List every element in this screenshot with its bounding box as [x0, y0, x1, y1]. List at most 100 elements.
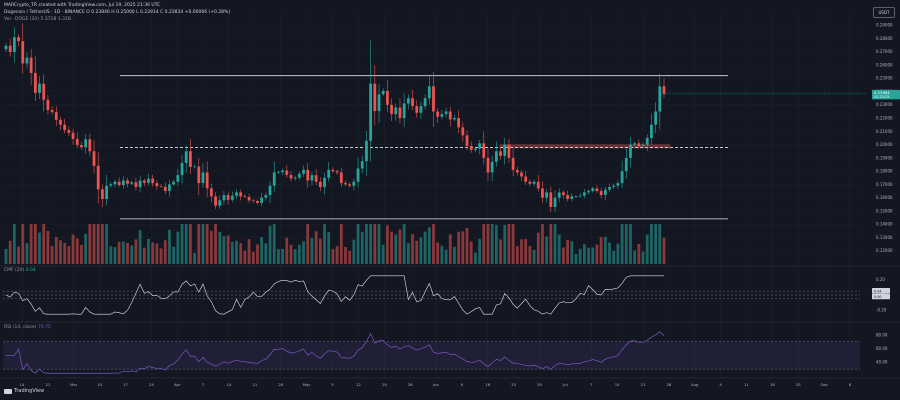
volume-bar [172, 246, 176, 264]
candle [474, 148, 477, 150]
candle [113, 181, 117, 185]
candle [557, 192, 561, 198]
volume-bar [277, 249, 280, 264]
candle [88, 139, 92, 152]
volume-bar [214, 224, 217, 264]
volume-bar [331, 249, 335, 264]
volume-bar [553, 224, 557, 264]
time-tick-label: 18 [770, 382, 775, 387]
candle [260, 197, 264, 203]
candle [281, 170, 284, 173]
time-tick-label: May [303, 382, 312, 387]
volume-bar [599, 237, 603, 264]
volume-bar [96, 224, 100, 264]
volume-bar [574, 254, 578, 264]
candle [595, 188, 599, 192]
volume-bar [134, 239, 138, 264]
volume-bar [658, 224, 662, 264]
candle [38, 83, 41, 93]
cmf-value-tag-label: 0.00 [874, 295, 882, 299]
volume-bar [503, 224, 507, 264]
time-tick-label: 9 [461, 382, 464, 387]
volume-bar [109, 246, 113, 264]
candle [457, 118, 461, 128]
candle [209, 188, 213, 197]
rsi-pane: 80.00 60.00 40.00 [3, 331, 888, 374]
volume-bar [620, 224, 624, 264]
volume-bar [168, 229, 171, 264]
volume-bar [218, 231, 222, 264]
volume-bar [226, 235, 230, 264]
price-tick-label: 0.15000 [876, 208, 893, 213]
candle [264, 195, 268, 198]
candle [155, 183, 159, 187]
volume-bar [281, 248, 284, 264]
candle [553, 197, 557, 207]
candle [201, 172, 205, 184]
candle [8, 45, 12, 53]
volume-bar [80, 245, 83, 264]
volume-bar [293, 249, 297, 264]
candle [390, 104, 393, 115]
price-tick-label: 0.20000 [876, 142, 893, 147]
currency-badge[interactable]: USDT [873, 7, 895, 18]
cmf-value-tag [872, 287, 890, 294]
volume-bar [302, 241, 305, 264]
time-tick-label: 12 [356, 382, 361, 387]
candle [360, 161, 364, 169]
candle [247, 197, 251, 201]
volume-bar [419, 237, 423, 264]
volume-bar [432, 224, 435, 264]
candle [142, 180, 146, 183]
candle [432, 86, 435, 112]
time-tick-label: 8 [849, 382, 852, 387]
volume-bar [453, 246, 456, 264]
volume-bar [478, 238, 481, 264]
candle [574, 196, 578, 197]
candle [46, 99, 50, 111]
cmf-line [5, 275, 664, 315]
volume-bar [662, 237, 666, 264]
candle [277, 172, 280, 173]
candle [63, 124, 67, 131]
candle [306, 169, 310, 181]
volume-bar [8, 240, 12, 264]
candle [536, 181, 540, 189]
time-tick-label: 28 [666, 382, 671, 387]
volume-bar [373, 224, 377, 264]
volume-bar [595, 244, 599, 264]
candle [109, 184, 113, 186]
countdown-label: 02:23:25 [874, 95, 889, 99]
volume-bar [260, 237, 264, 264]
volume-bar [369, 224, 373, 264]
volume-bar [381, 244, 385, 264]
candle [490, 161, 494, 173]
candle [650, 124, 653, 138]
volume-bar [444, 249, 448, 264]
volume-bar [499, 239, 502, 264]
volume-bar [457, 231, 461, 264]
candle [620, 171, 624, 184]
volume-bar [528, 245, 532, 264]
volume-bar [272, 224, 276, 264]
volume-bar [4, 248, 8, 264]
candle [197, 166, 201, 184]
candle [184, 151, 188, 163]
candle [658, 86, 662, 112]
candle [549, 192, 553, 207]
candle [545, 192, 549, 198]
volume-bar [247, 239, 251, 264]
candle [172, 181, 176, 185]
time-tick-label: Mar [70, 382, 78, 387]
volume-bar [352, 239, 356, 264]
candle [566, 195, 569, 200]
price-tick-label: 0.25000 [876, 76, 893, 81]
time-tick-label: 24 [149, 382, 154, 387]
price-axis: 0.290000.280000.270000.260000.250000.240… [876, 23, 893, 253]
volume-bar [50, 246, 54, 264]
volume-bar [356, 224, 360, 264]
time-tick-label: Jul [562, 382, 568, 387]
volume-bar [411, 234, 414, 264]
candle [130, 182, 134, 184]
